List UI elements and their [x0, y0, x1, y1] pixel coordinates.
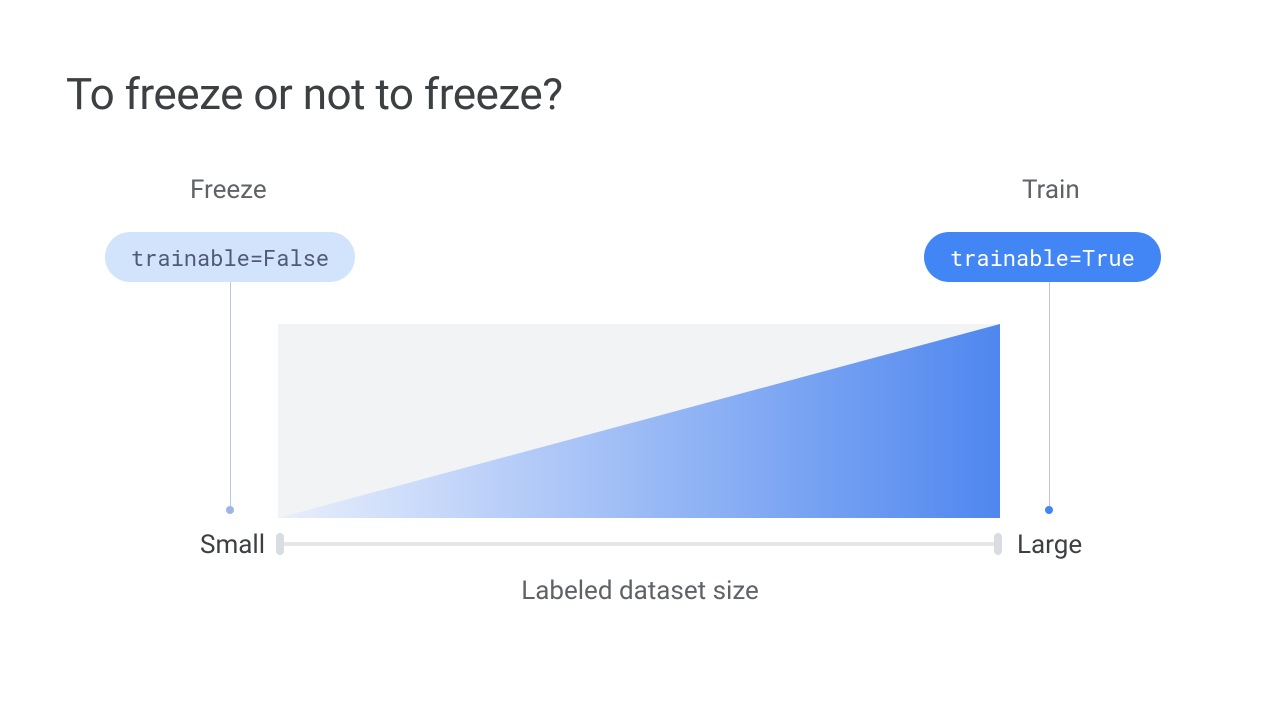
page-title: To freeze or not to freeze?: [66, 68, 563, 120]
dataset-size-slider-track: [278, 542, 1000, 546]
scale-label-large: Large: [1017, 530, 1082, 560]
axis-label: Labeled dataset size: [0, 576, 1280, 606]
dataset-size-chart: [278, 324, 1000, 518]
train-pill: trainable=True: [924, 232, 1161, 282]
freeze-pill: trainable=False: [105, 232, 355, 282]
train-connector-line: [1049, 282, 1050, 506]
scale-label-small: Small: [200, 530, 265, 560]
train-connector-dot: [1045, 506, 1053, 514]
slider-handle-left: [276, 533, 284, 555]
freeze-heading: Freeze: [190, 175, 267, 205]
chart-gradient-triangle: [278, 324, 1000, 518]
train-heading: Train: [1022, 175, 1080, 205]
train-pill-text: trainable=True: [950, 243, 1135, 272]
slider-handle-right: [994, 533, 1002, 555]
freeze-connector-dot: [226, 506, 234, 514]
freeze-pill-text: trainable=False: [131, 243, 329, 272]
freeze-connector-line: [230, 282, 231, 506]
